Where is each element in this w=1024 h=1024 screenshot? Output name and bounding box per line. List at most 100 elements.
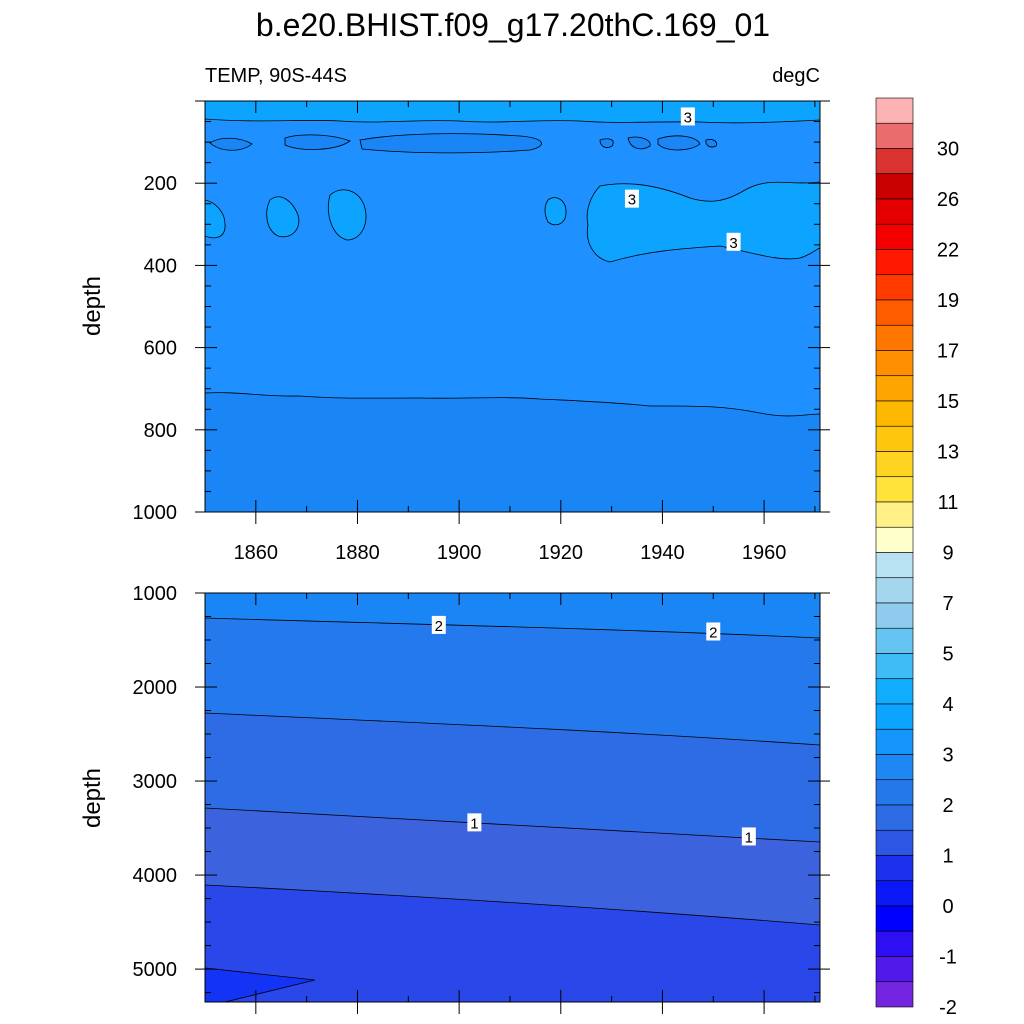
contour-label: 3 xyxy=(684,109,692,126)
y-tick-label: 4000 xyxy=(133,865,178,887)
region-warm-pocket xyxy=(205,200,226,238)
colorbar-box xyxy=(875,501,914,528)
colorbar-box xyxy=(875,148,914,175)
contour-label-box xyxy=(741,827,756,846)
colorbar-label: 26 xyxy=(937,189,959,211)
region-surface-layer xyxy=(205,101,820,123)
colorbar-label: 1 xyxy=(942,846,953,868)
contour-label-box xyxy=(467,813,482,832)
contour-label-box xyxy=(726,232,741,251)
region-warm-pocket xyxy=(545,197,566,225)
contour-label: 3 xyxy=(628,192,636,209)
contour-label: 3 xyxy=(729,235,737,252)
colorbar-box xyxy=(875,451,914,478)
y-tick-label: 3000 xyxy=(133,771,178,793)
upper-ylabel: depth xyxy=(79,276,106,336)
colorbar-box xyxy=(875,981,914,1008)
region-band-below-0 xyxy=(205,968,315,1002)
colorbar-box xyxy=(875,602,914,629)
colorbar-box xyxy=(875,274,914,301)
colorbar-box xyxy=(875,678,914,705)
colorbar-box xyxy=(875,97,914,124)
colorbar-box xyxy=(875,299,914,326)
variable-label: TEMP, 90S-44S xyxy=(205,65,347,87)
region-deep-band xyxy=(205,392,820,512)
y-tick-label: 200 xyxy=(144,173,177,195)
colorbar-label: -1 xyxy=(939,947,957,969)
colorbar-box xyxy=(875,728,914,755)
x-tick-label: 1900 xyxy=(437,542,482,564)
x-tick-label: 1960 xyxy=(742,542,787,564)
colorbar-box xyxy=(875,350,914,377)
colorbar-label: 11 xyxy=(938,492,959,514)
colorbar-label: 0 xyxy=(942,896,953,918)
colorbar-box xyxy=(875,577,914,604)
y-tick-label: 1000 xyxy=(133,502,178,524)
y-tick-label: 2000 xyxy=(133,677,178,699)
colorbar-box xyxy=(875,754,914,781)
contour-label-box xyxy=(624,189,639,208)
colorbar-box xyxy=(875,173,914,200)
colorbar-box xyxy=(875,198,914,225)
contour-label-box xyxy=(706,622,721,641)
lower-panel: 2 2 1 1 1000 2000 3000 4000 5000 depth xyxy=(79,583,830,1014)
colorbar-label: 4 xyxy=(942,694,953,716)
x-tick-label: 1940 xyxy=(640,542,685,564)
colorbar-box xyxy=(875,476,914,503)
contour-label: 1 xyxy=(745,829,753,846)
colorbar-box xyxy=(875,627,914,654)
colorbar-box xyxy=(875,400,914,427)
colorbar-box xyxy=(875,653,914,680)
x-tick-label: 1920 xyxy=(539,542,584,564)
colorbar-label: 7 xyxy=(942,593,953,615)
units-label: degC xyxy=(772,65,820,87)
y-tick-label: 600 xyxy=(144,338,177,360)
colorbar-label: 13 xyxy=(937,442,959,464)
colorbar-label: 5 xyxy=(942,644,953,666)
contour-label-box xyxy=(431,615,446,634)
colorbar-box xyxy=(875,122,914,149)
contour-label-box xyxy=(680,107,695,126)
colorbar-label: 30 xyxy=(937,139,959,161)
contour-label: 2 xyxy=(435,618,443,635)
lower-ylabel: depth xyxy=(79,768,106,828)
colorbar-box xyxy=(875,526,914,553)
colorbar-label: 9 xyxy=(942,543,953,565)
x-tick-label: 1860 xyxy=(234,542,279,564)
colorbar-box xyxy=(875,703,914,730)
colorbar-box xyxy=(875,905,914,932)
colorbar-label: 2 xyxy=(942,795,953,817)
colorbar-box xyxy=(875,249,914,276)
colorbar-box xyxy=(875,880,914,907)
region-band-0-0.5 xyxy=(205,885,820,1002)
y-tick-label: 1000 xyxy=(133,583,178,605)
colorbar-box xyxy=(875,804,914,831)
region-cool-lens xyxy=(210,133,717,153)
upper-panel: 3 3 3 200 400 600 800 1000 1860 1880 1900 1920 1940… xyxy=(79,100,830,564)
colorbar-box xyxy=(875,223,914,250)
region-warm-pocket xyxy=(266,196,299,237)
colorbar-box xyxy=(875,375,914,402)
region-warm-pocket xyxy=(328,189,367,240)
colorbar: 30 26 22 19 17 15 13 11 9 7 5 4 3 2 1 0 -1 -2 xyxy=(875,97,959,1019)
colorbar-box xyxy=(875,779,914,806)
contour-label: 1 xyxy=(470,815,478,832)
y-tick-label: 5000 xyxy=(133,959,178,981)
colorbar-label: 17 xyxy=(937,341,959,363)
region-warm-pocket xyxy=(587,182,820,262)
colorbar-box xyxy=(875,425,914,452)
x-tick-label: 1880 xyxy=(335,542,380,564)
colorbar-box xyxy=(875,829,914,856)
colorbar-box xyxy=(875,956,914,983)
y-tick-label: 800 xyxy=(144,420,177,442)
chart-title: b.e20.BHIST.f09_g17.20thC.169_01 xyxy=(256,7,770,43)
colorbar-box xyxy=(875,552,914,579)
colorbar-box xyxy=(875,930,914,957)
colorbar-box xyxy=(875,324,914,351)
y-tick-label: 400 xyxy=(144,255,177,277)
colorbar-label: -2 xyxy=(939,997,957,1019)
colorbar-label: 15 xyxy=(937,391,959,413)
colorbar-label: 19 xyxy=(937,290,959,312)
colorbar-label: 3 xyxy=(942,745,953,767)
